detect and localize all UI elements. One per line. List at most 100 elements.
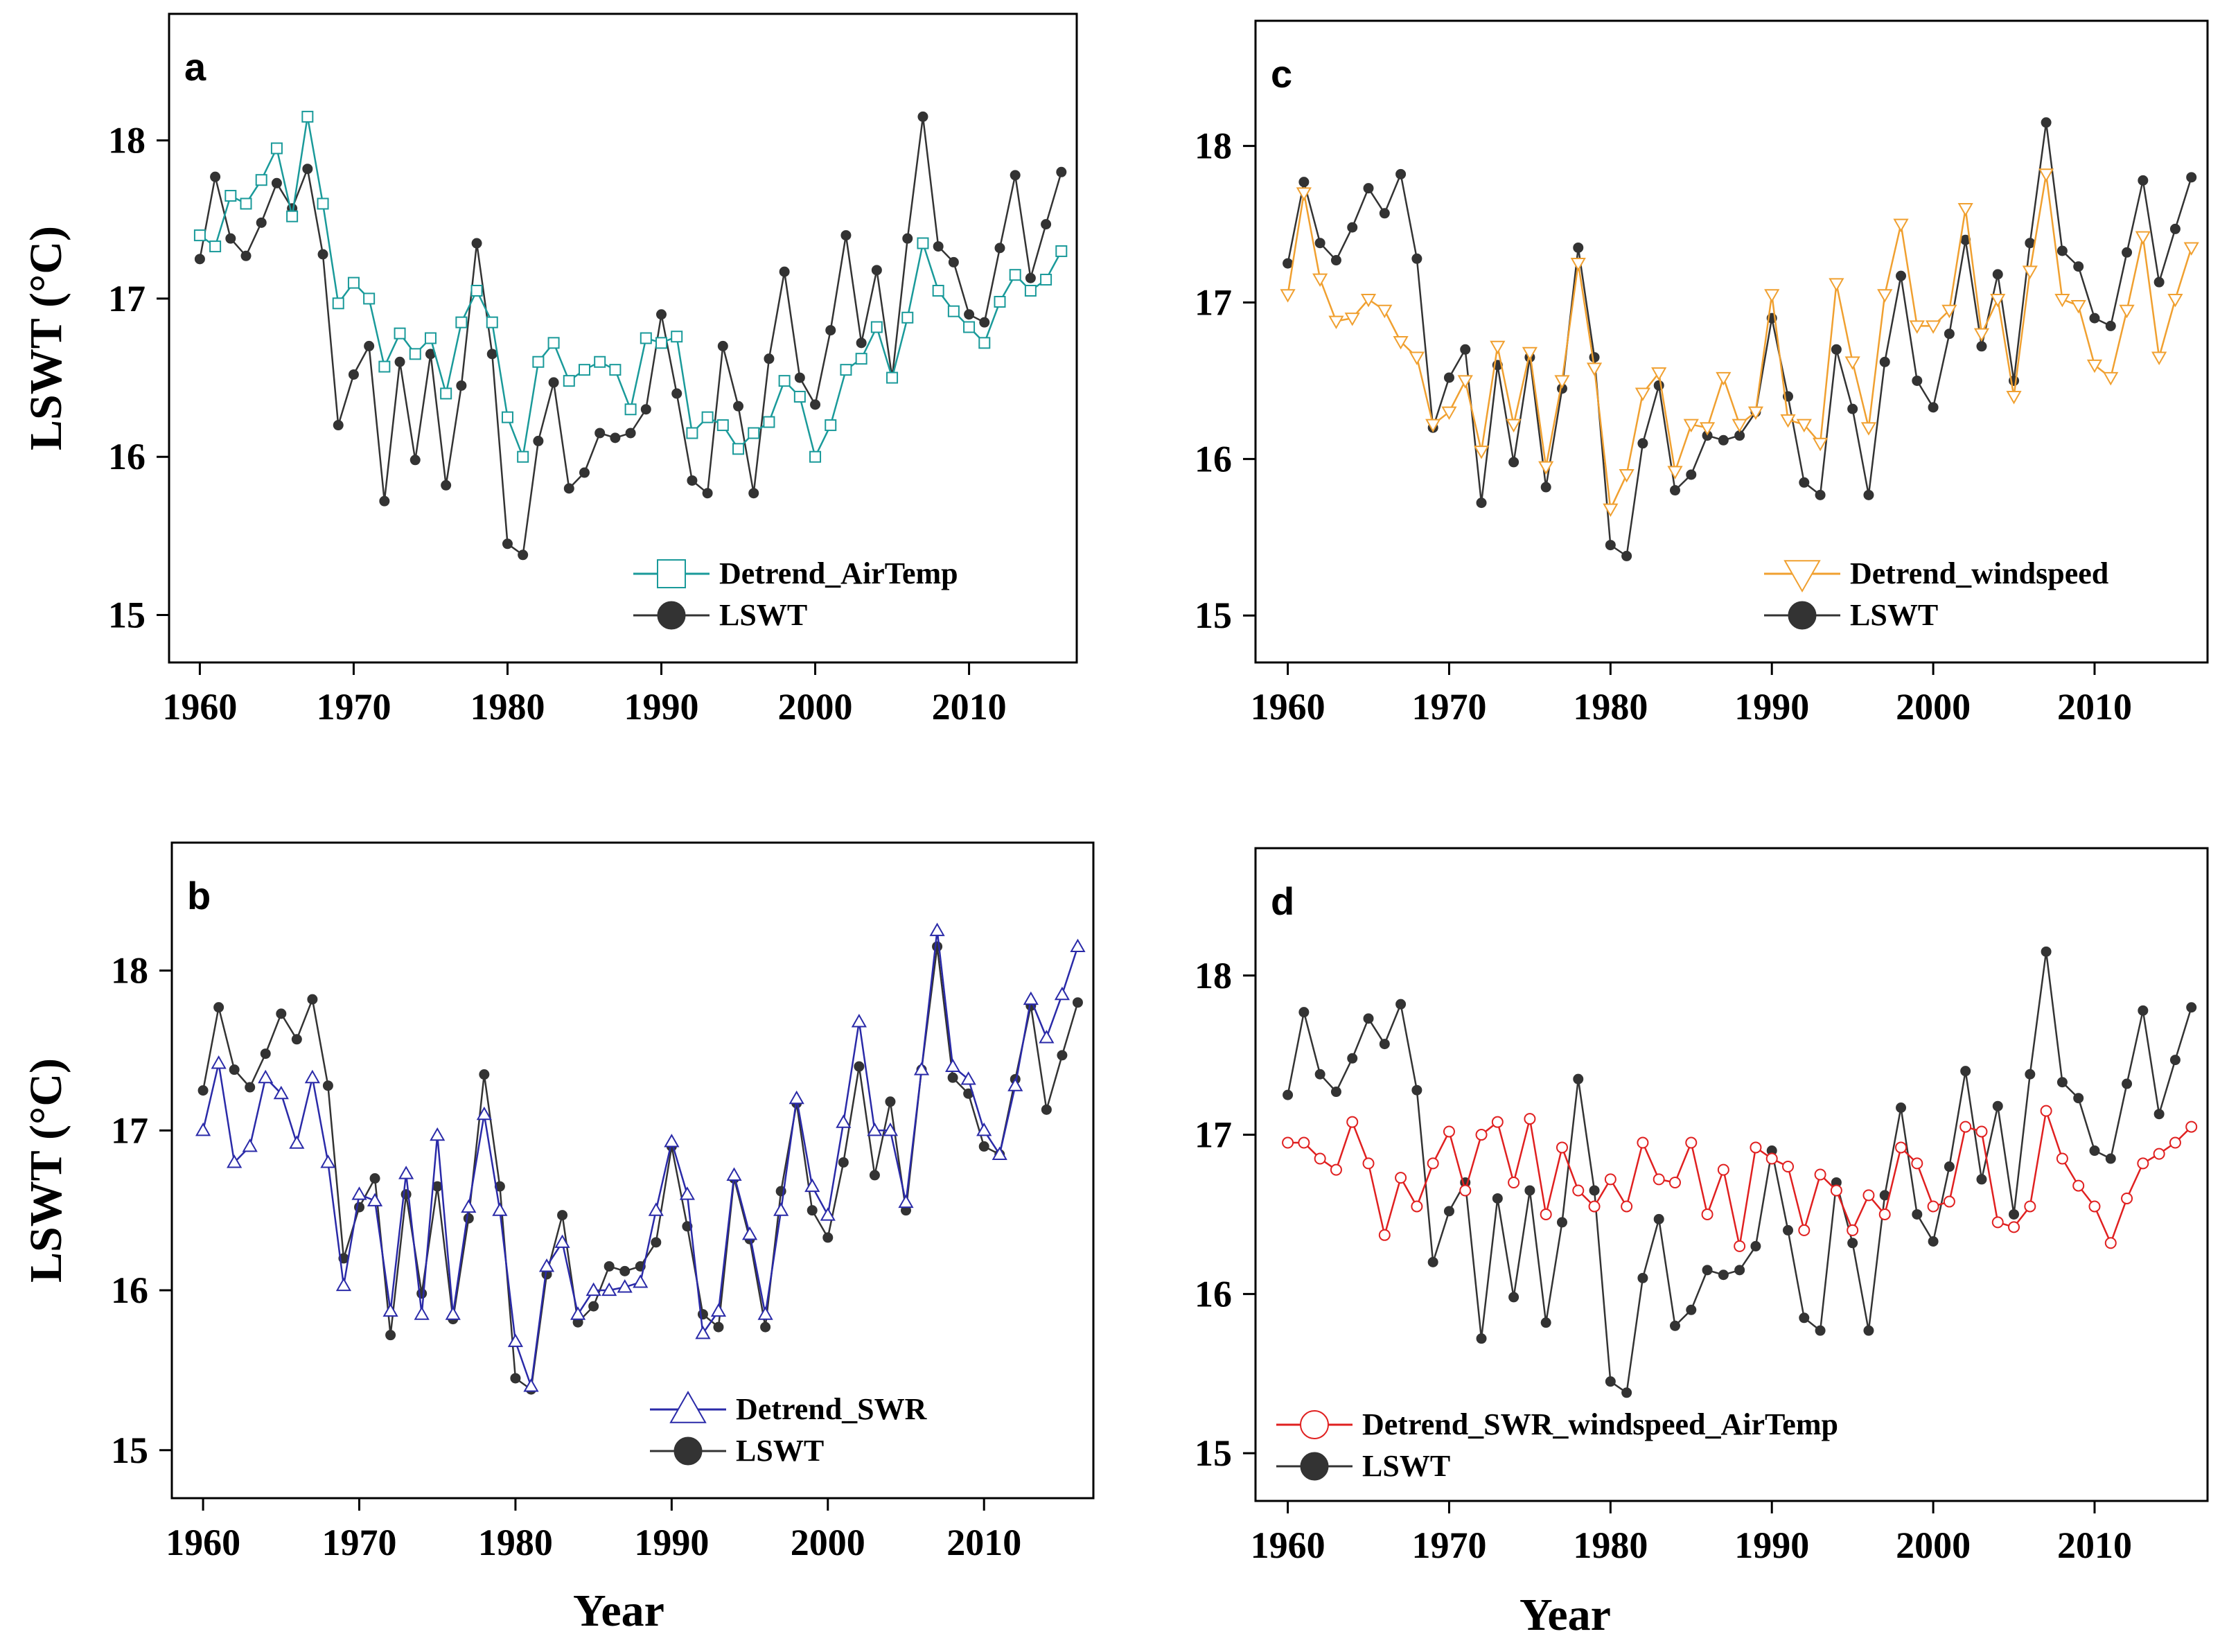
data-point [809, 450, 822, 463]
data-point [836, 1114, 852, 1128]
legend-marker-icon [1783, 560, 1821, 593]
data-point [1589, 1185, 1600, 1196]
data-point [333, 420, 344, 431]
data-point [585, 1282, 601, 1297]
data-point [963, 321, 976, 333]
data-point [335, 1277, 352, 1292]
data-point [757, 1306, 773, 1320]
data-point [885, 1096, 896, 1107]
data-point [348, 369, 359, 380]
data-point [476, 1106, 492, 1121]
data-point [1990, 293, 2006, 308]
data-point [1508, 1292, 1519, 1303]
data-point [1282, 1136, 1294, 1149]
data-point [686, 427, 698, 439]
legend-marker-icon [669, 1390, 707, 1423]
data-point [886, 371, 899, 384]
data-point [523, 1378, 539, 1392]
data-point [1878, 1208, 1891, 1220]
data-point [1780, 414, 1796, 428]
data-point [978, 1141, 989, 1152]
data-point [789, 1090, 804, 1105]
data-point [1556, 1217, 1567, 1228]
data-point [229, 1064, 240, 1075]
data-point [538, 1258, 555, 1272]
data-point [470, 285, 483, 297]
data-point [1912, 1209, 1923, 1220]
data-point [764, 353, 775, 364]
x-tick-label: 2010 [946, 1522, 1021, 1563]
data-point [2183, 242, 2199, 256]
data-point [398, 1166, 414, 1179]
panel-c-letter: c [1271, 52, 1292, 96]
data-point [913, 1062, 930, 1075]
data-point [1393, 335, 1409, 350]
x-tick-label: 2010 [2057, 686, 2132, 728]
data-point [1621, 550, 1632, 561]
data-point [1522, 346, 1538, 361]
data-point [713, 1321, 724, 1333]
data-point [716, 419, 729, 432]
data-point [867, 1122, 883, 1136]
data-point [1734, 1240, 1746, 1252]
data-point [209, 240, 222, 253]
data-point [578, 364, 590, 376]
data-point [733, 401, 744, 412]
data-point [869, 1170, 880, 1181]
data-point [455, 316, 468, 328]
data-point [364, 340, 375, 351]
data-point [1443, 1206, 1454, 1217]
data-point [1540, 1317, 1551, 1328]
panel-c-frame [1254, 19, 2209, 664]
data-point [1927, 1200, 1939, 1213]
data-point [510, 1373, 521, 1384]
data-point [2104, 1237, 2117, 1249]
legend-marker-icon [1300, 1452, 1329, 1481]
data-point [1296, 187, 1312, 201]
legend-label: LSWT [736, 1434, 824, 1468]
data-point [1992, 1100, 2003, 1111]
panel-b-axes: 1960 1970 1980 1990 2000 2010 15 16 17 18 [111, 950, 1021, 1563]
data-point [1815, 1325, 1826, 1336]
panel-b: b 1960 1970 1980 1990 2000 2010 15 16 17 18 Detre… [111, 841, 1095, 1563]
data-point [820, 1207, 836, 1221]
legend-label: Detrend_SWR [736, 1392, 928, 1426]
data-point [601, 1282, 617, 1297]
data-point [898, 1194, 914, 1209]
data-point [2056, 245, 2068, 256]
legend-label: LSWT [1850, 598, 1938, 632]
data-point [1877, 289, 1893, 303]
data-point [1991, 1216, 2004, 1229]
data-point [347, 276, 360, 289]
data-point [1360, 293, 1377, 308]
data-point [1765, 1152, 1778, 1165]
y-tick-label: 16 [1195, 438, 1232, 480]
data-point [917, 237, 929, 249]
data-point [1844, 356, 1860, 370]
data-point [945, 1058, 961, 1073]
data-point [2138, 175, 2149, 186]
data-point [533, 435, 544, 446]
data-point [1328, 315, 1344, 330]
data-point [2153, 1148, 2165, 1160]
data-point [245, 1082, 256, 1093]
x-tick-label: 2000 [791, 1522, 865, 1563]
x-tick-label: 1990 [624, 686, 699, 728]
data-point [2022, 265, 2038, 279]
data-point [2103, 371, 2119, 386]
data-point [579, 467, 590, 478]
data-point [633, 1274, 649, 1288]
data-point [424, 332, 437, 344]
data-point [1298, 1136, 1310, 1149]
x-tick-label: 2000 [1896, 686, 1971, 728]
x-tick-label: 1960 [166, 1522, 240, 1563]
data-point [409, 455, 421, 466]
data-point [2088, 1200, 2101, 1213]
data-point [1895, 1141, 1908, 1154]
data-point [1815, 489, 1826, 500]
data-point [1653, 1173, 1665, 1186]
x-tick-label: 1980 [1573, 686, 1648, 728]
data-point [1683, 419, 1699, 433]
data-point [1667, 466, 1683, 480]
